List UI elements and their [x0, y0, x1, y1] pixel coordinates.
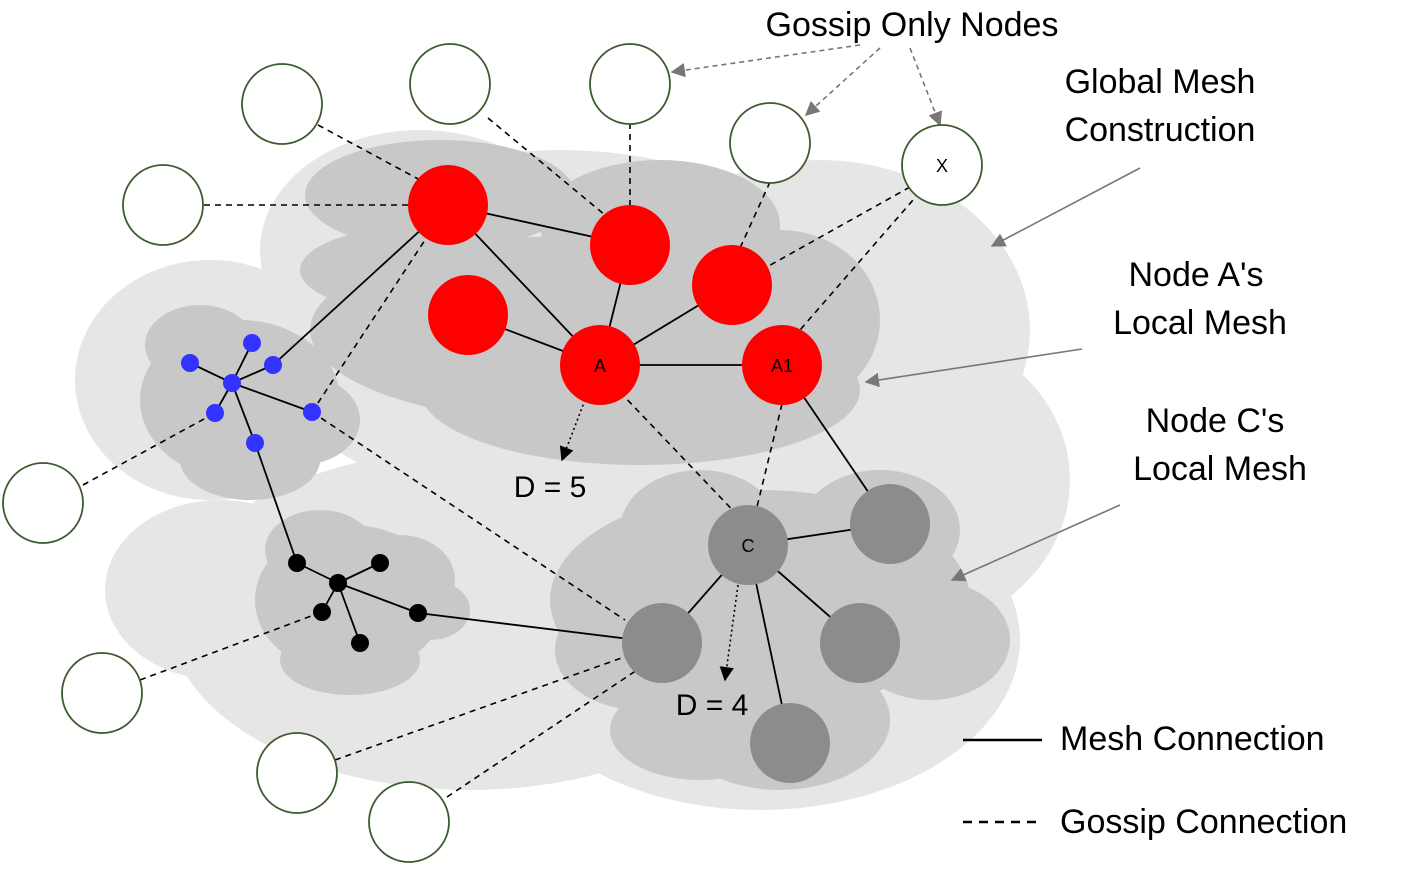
- node-a-mesh-label-line1: Node A's: [1128, 256, 1263, 294]
- gossip-node: [241, 63, 323, 145]
- gray-node: [820, 603, 900, 683]
- gossip-node: [256, 732, 338, 814]
- gray-node: [850, 484, 930, 564]
- gossip-node-x: [901, 124, 983, 206]
- gossip-node: [122, 164, 204, 246]
- node-a: [560, 325, 640, 405]
- red-node: [692, 245, 772, 325]
- gray-nodes: [622, 484, 930, 783]
- black-node: [371, 554, 389, 572]
- blue-node: [181, 354, 199, 372]
- gossip-node: [589, 43, 671, 125]
- red-node: [408, 165, 488, 245]
- legend-gossip-label: Gossip Connection: [1060, 803, 1347, 841]
- blue-node: [246, 434, 264, 452]
- distance-a-arrow: [559, 399, 586, 462]
- red-node: [590, 205, 670, 285]
- node-c-label: C: [742, 536, 755, 556]
- node-c-mesh-label-line1: Node C's: [1146, 402, 1285, 440]
- node-a-mesh-arrow: [864, 348, 1083, 388]
- distance-c-arrow: [719, 584, 739, 682]
- legend-mesh-label: Mesh Connection: [1060, 720, 1325, 758]
- blue-node: [303, 403, 321, 421]
- blue-node: [223, 374, 241, 392]
- gossip-node: [2, 462, 84, 544]
- gossip-only-nodes-label: Gossip Only Nodes: [766, 6, 1059, 44]
- gossip-node: [368, 781, 450, 863]
- node-a1: [742, 325, 822, 405]
- distance-a-label: D = 5: [514, 471, 587, 504]
- blue-node: [243, 334, 261, 352]
- gossip-node: [729, 102, 811, 184]
- gossip-only-nodes: [2, 43, 983, 863]
- node-a-mesh-label-line2: Local Mesh: [1113, 304, 1287, 342]
- global-mesh-label-line1: Global Mesh: [1065, 63, 1256, 101]
- black-node: [313, 603, 331, 621]
- node-a-local-mesh: [300, 140, 880, 465]
- gray-node: [622, 603, 702, 683]
- node-a1-label: A1: [771, 356, 793, 376]
- black-node: [329, 574, 347, 592]
- red-nodes: [408, 165, 822, 405]
- gossip-arrow-1: [670, 44, 861, 78]
- gray-node: [750, 703, 830, 783]
- gossip-arrow-2: [804, 47, 881, 116]
- black-node: [288, 554, 306, 572]
- blue-nodes: [181, 334, 321, 452]
- gossip-connections: [82, 117, 921, 798]
- gossip-node: [61, 652, 143, 734]
- legend: Mesh Connection Gossip Connection: [963, 720, 1347, 841]
- node-c: [708, 505, 788, 585]
- gossip-node: [409, 43, 491, 125]
- red-node: [428, 275, 508, 355]
- black-nodes: [288, 554, 427, 652]
- node-x-label: X: [936, 156, 948, 176]
- blue-node: [206, 404, 224, 422]
- global-mesh-label-line2: Construction: [1065, 111, 1256, 149]
- distance-arrows: [559, 399, 739, 682]
- global-mesh-arrow: [990, 167, 1141, 247]
- annotation-arrows: [670, 44, 1141, 582]
- node-a-label: A: [594, 356, 606, 376]
- node-c-mesh-label-line2: Local Mesh: [1133, 450, 1307, 488]
- gossip-arrow-3: [909, 47, 943, 127]
- distance-c-label: D = 4: [676, 689, 749, 722]
- node-c-mesh-arrow: [950, 504, 1121, 582]
- black-node: [351, 634, 369, 652]
- black-node: [409, 604, 427, 622]
- blue-node: [264, 356, 282, 374]
